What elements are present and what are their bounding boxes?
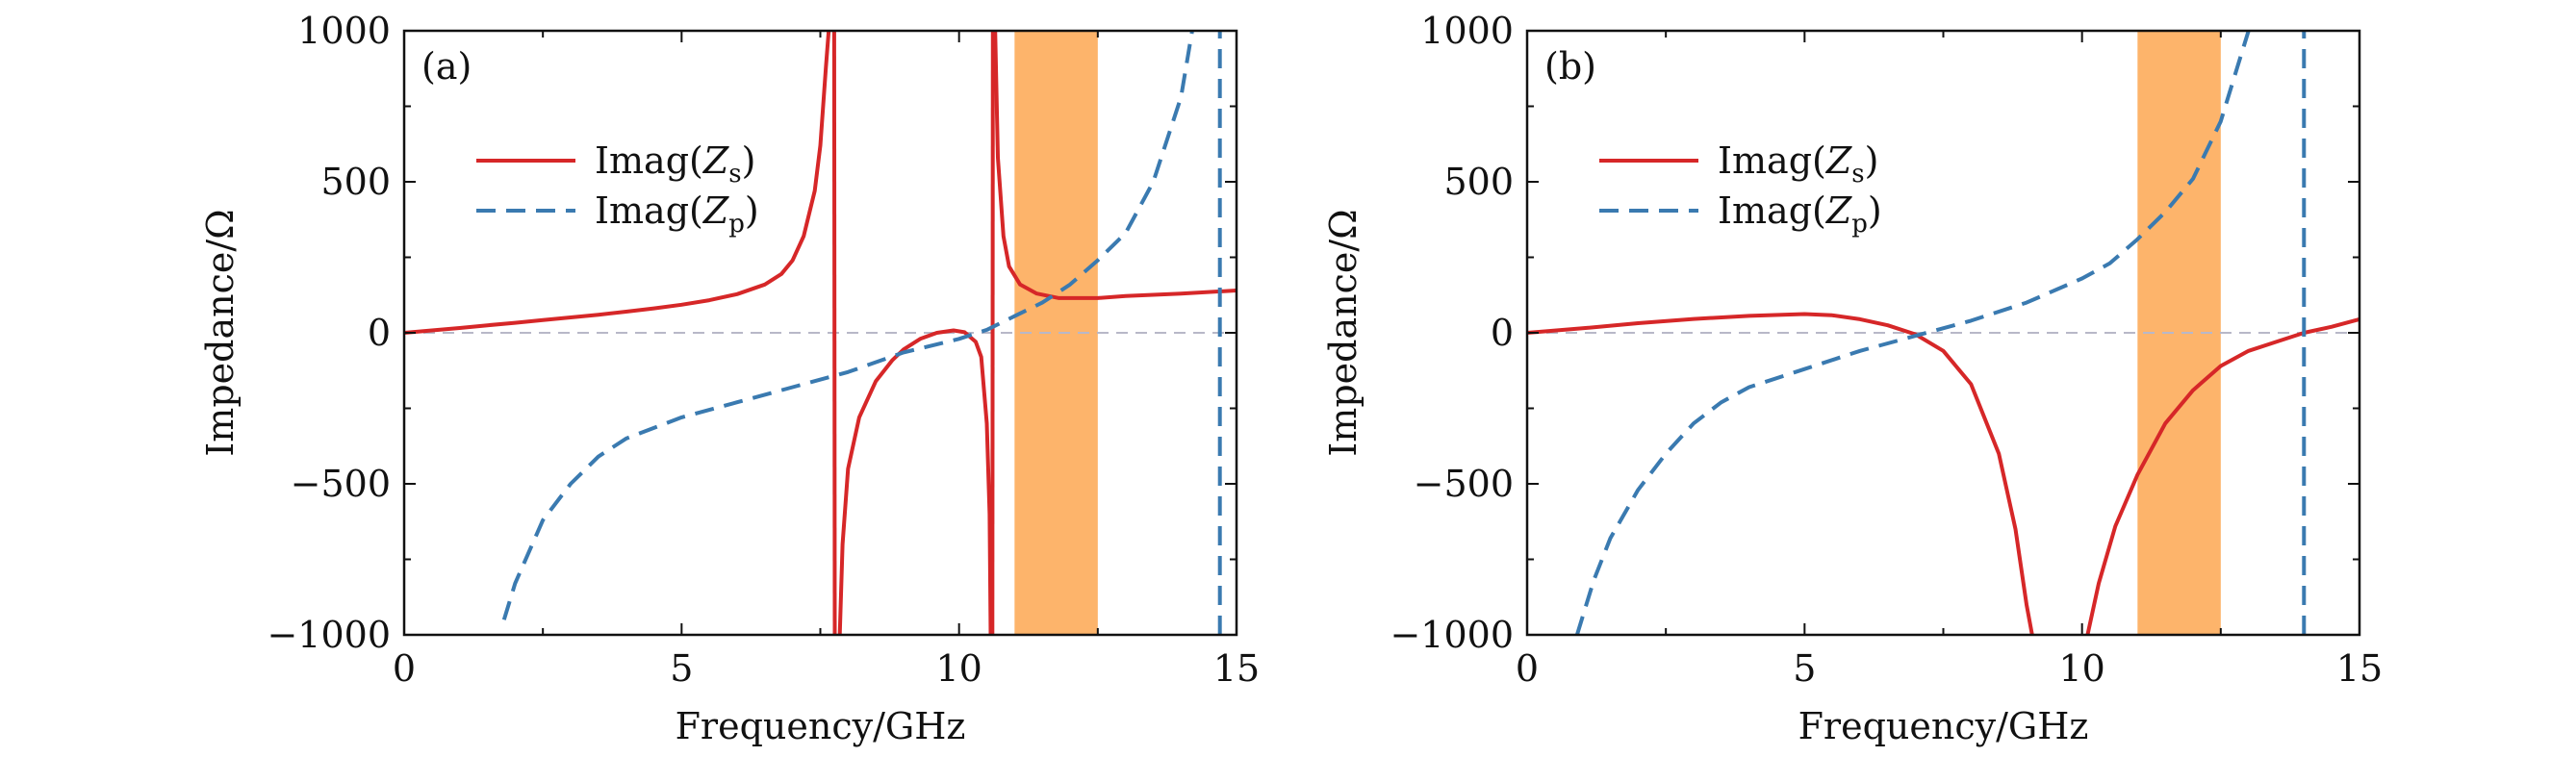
series-line-segment xyxy=(1527,312,2034,635)
y-tick-label: −500 xyxy=(1414,463,1514,505)
y-tick-label: −1000 xyxy=(1390,614,1514,656)
x-tick-label: 5 xyxy=(1793,647,1816,690)
legend-entry-label: Imag(Zp) xyxy=(595,189,759,239)
series-imag-zs- xyxy=(1527,312,2359,635)
y-tick-label: 0 xyxy=(368,312,391,354)
legend: Imag(Zs)Imag(Zp) xyxy=(1599,139,1882,239)
series-imag-zp- xyxy=(501,31,1222,635)
x-axis-title: Frequency/GHz xyxy=(676,705,966,747)
chart-panel-a: 0 5 10 15 1000 500 0 −500 −1000 Frequency/GHz Impe… xyxy=(199,10,1260,747)
panel-label: (b) xyxy=(1544,45,1596,88)
x-tick-label: 15 xyxy=(2336,647,2383,690)
legend-entry-label: Imag(Zs) xyxy=(1718,139,1878,189)
chart-panel-b: 0 5 10 15 1000 500 0 −500 −1000 Frequency/GHz Impe… xyxy=(1322,10,2383,747)
y-tick-label: 500 xyxy=(320,161,391,203)
y-tick-label: −1000 xyxy=(267,614,391,656)
x-tick-label: 15 xyxy=(1213,647,1260,690)
x-axis-title: Frequency/GHz xyxy=(1798,705,2089,747)
x-tick-label: 10 xyxy=(935,647,982,690)
y-axis-title: Impedance/Ω xyxy=(1322,209,1365,456)
series-line-segment xyxy=(1574,31,2251,635)
legend-entry-label: Imag(Zp) xyxy=(1718,189,1882,239)
x-tick-label: 0 xyxy=(393,647,416,690)
legend: Imag(Zs)Imag(Zp) xyxy=(476,139,759,239)
series-line-segment xyxy=(404,31,831,335)
x-tick-label: 5 xyxy=(670,647,693,690)
x-tick-label: 10 xyxy=(2058,647,2104,690)
series-line-segment xyxy=(993,31,1237,300)
series-line-segment xyxy=(837,328,993,635)
series-line-segment xyxy=(2085,316,2359,635)
series-line-segment xyxy=(831,31,837,635)
series-imag-zs- xyxy=(404,31,1237,635)
y-tick-label: 1000 xyxy=(1420,10,1514,52)
y-tick-label: 0 xyxy=(1491,312,1514,354)
legend-entry-label: Imag(Zs) xyxy=(595,139,755,189)
y-tick-label: −500 xyxy=(291,463,391,505)
panel-label: (a) xyxy=(421,45,472,88)
y-axis-title: Impedance/Ω xyxy=(199,209,242,456)
series-imag-zp- xyxy=(1574,31,2307,635)
series-line-segment xyxy=(501,31,1194,620)
y-tick-label: 1000 xyxy=(297,10,391,52)
y-tick-label: 500 xyxy=(1443,161,1514,203)
x-tick-label: 0 xyxy=(1516,647,1539,690)
series-line-segment xyxy=(990,31,995,635)
